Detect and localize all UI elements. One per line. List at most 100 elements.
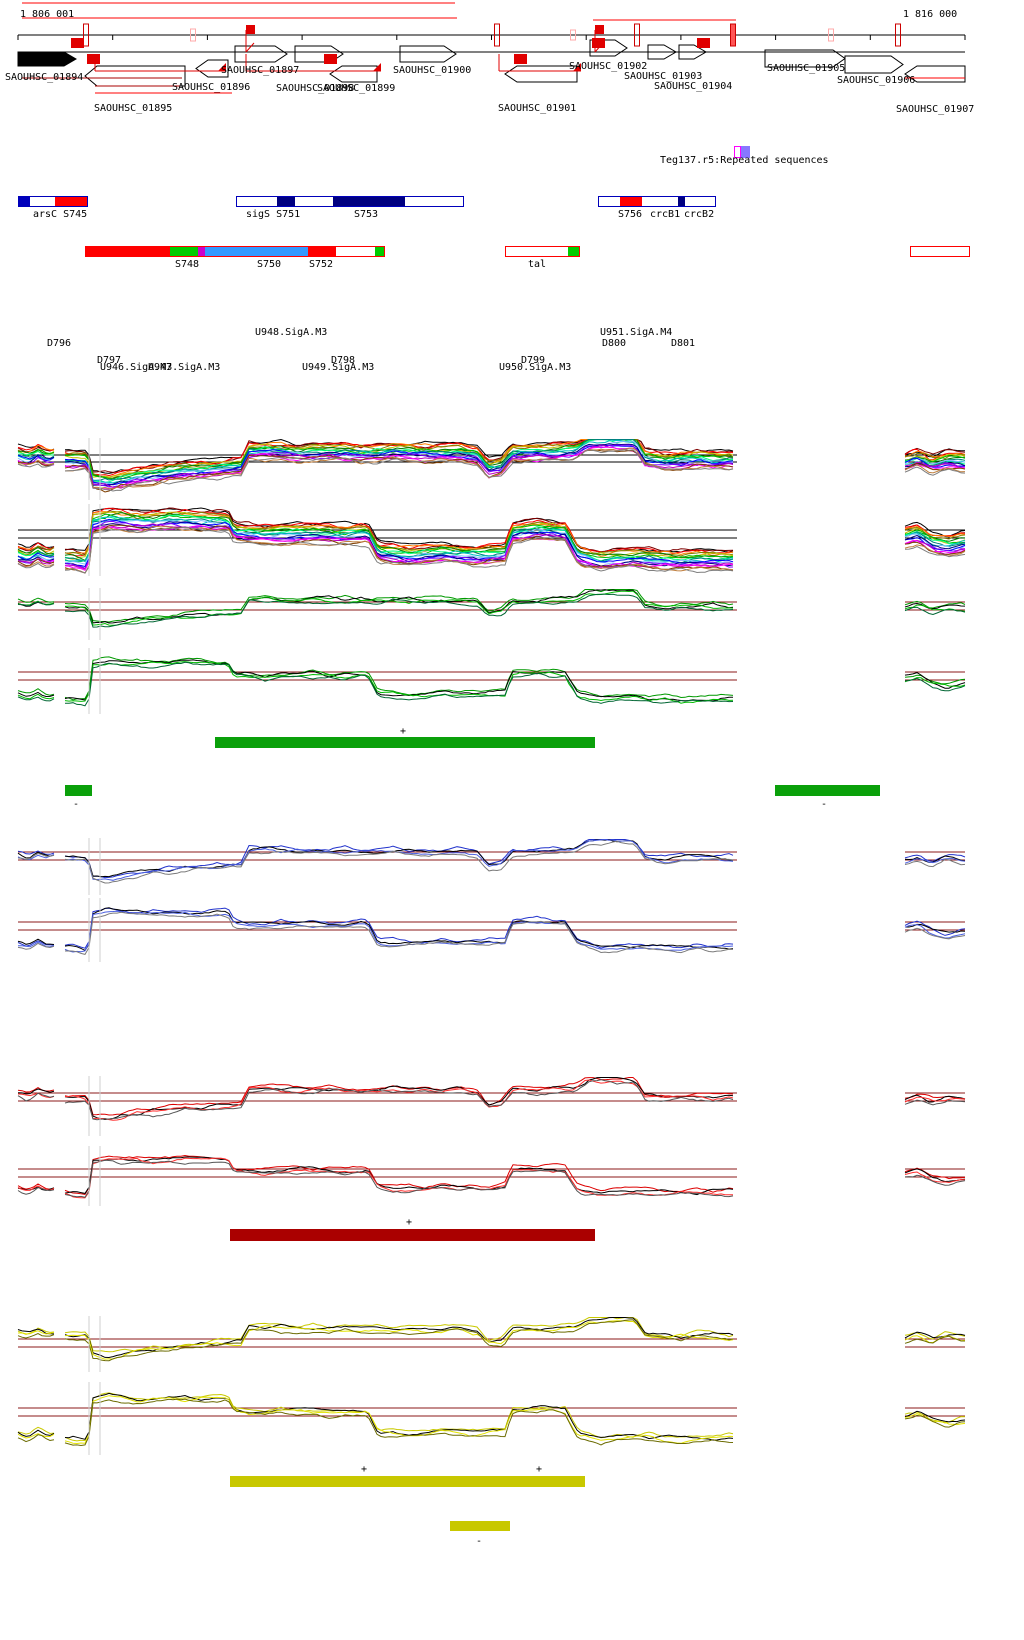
coverage-trace [17, 696, 55, 702]
coverage-trace [64, 449, 734, 492]
coverage-track-yellow-sense[interactable] [0, 1316, 1024, 1372]
gene-SAOUHSC_01896[interactable] [195, 59, 229, 78]
coverage-trace [17, 852, 55, 861]
tss-label: U946.SigA.M3 [100, 362, 173, 373]
repeat-feature[interactable] [734, 146, 741, 158]
tss-box-D799[interactable] [514, 54, 527, 64]
coverage-trace [64, 661, 734, 704]
gene-SAOUHSC_01900[interactable] [399, 45, 457, 63]
repeat-label: Teg137.r5:Repeated sequences [660, 155, 829, 166]
coverage-trace [17, 938, 55, 945]
coverage-trace [17, 562, 55, 569]
coverage-trace [904, 1099, 966, 1106]
coverage-track-green-antisense[interactable] [0, 648, 1024, 714]
coverage-trace [17, 1092, 55, 1099]
strand-bar[interactable] [450, 1521, 510, 1531]
coverage-trace [904, 677, 966, 692]
coverage-trace [64, 656, 734, 701]
strand-bar[interactable] [775, 785, 880, 796]
coverage-trace [64, 661, 734, 707]
transcript-box[interactable] [18, 196, 88, 207]
coverage-trace [904, 521, 966, 537]
tss-label: U951.SigA.M4 [600, 327, 673, 338]
tss-box-D797[interactable] [87, 54, 100, 64]
ruler-feature[interactable] [494, 23, 500, 47]
strand-bar[interactable] [230, 1476, 585, 1487]
ruler-feature[interactable] [730, 23, 736, 47]
coverage-trace [17, 447, 55, 453]
tss-flag-tick [594, 42, 604, 53]
coverage-track-all-conditions-antisense[interactable] [0, 504, 1024, 576]
coverage-trace [17, 1087, 55, 1093]
tss-flag-U950.SigA.M3[interactable] [573, 63, 581, 71]
transcript-box[interactable] [598, 196, 716, 207]
strand-sign: - [821, 799, 828, 810]
tss-box-D796[interactable] [71, 38, 84, 48]
coverage-trace [904, 526, 966, 540]
coverage-track-all-conditions-sense[interactable] [0, 438, 1024, 500]
strand-sign: + [361, 1464, 368, 1475]
coverage-trace [17, 850, 55, 855]
coverage-track-yellow-antisense[interactable] [0, 1382, 1024, 1455]
gene-SAOUHSC_01901[interactable] [504, 65, 578, 83]
gene-label: SAOUHSC_01906 [837, 75, 916, 86]
coverage-trace [64, 521, 734, 570]
ruler-feature[interactable] [895, 23, 901, 47]
tss-flag-U951.SigA.M4[interactable] [595, 25, 604, 34]
coverage-trace [904, 537, 966, 552]
strand-sign: - [476, 1536, 483, 1547]
coverage-track-blue-sense[interactable] [0, 838, 1024, 895]
transcript-segment [170, 247, 198, 256]
gene-label: SAOUHSC_01894 [5, 72, 84, 83]
transcript-box[interactable] [85, 246, 385, 257]
gene-SAOUHSC_01905[interactable] [764, 49, 846, 68]
transcript-box[interactable] [236, 196, 464, 207]
strand-bar[interactable] [215, 737, 595, 748]
tss-box-D800[interactable] [592, 38, 605, 48]
ruler-feature[interactable] [570, 29, 576, 41]
coverage-track-red-antisense[interactable] [0, 1146, 1024, 1206]
transcript-box[interactable] [910, 246, 970, 257]
tss-flag-U949.SigA.M3[interactable] [373, 63, 381, 71]
ruler-feature[interactable] [83, 23, 89, 47]
coverage-trace [17, 550, 55, 557]
gene-SAOUHSC_01899[interactable] [329, 65, 378, 83]
coverage-track-green-sense[interactable] [0, 588, 1024, 640]
transcript-label: crcB1 [650, 209, 681, 220]
coverage-trace [904, 1096, 966, 1103]
gene-label: SAOUHSC_01904 [654, 81, 733, 92]
coverage-trace [904, 462, 966, 471]
coverage-trace [17, 601, 55, 606]
coverage-trace [64, 1077, 734, 1121]
ruler-feature[interactable] [634, 23, 640, 47]
coverage-trace [17, 693, 55, 700]
ruler-feature[interactable] [828, 28, 834, 42]
transcript-label: sigS S751 [246, 209, 301, 220]
tss-box-D798[interactable] [324, 54, 337, 64]
tss-label: D800 [602, 338, 627, 349]
ruler-feature[interactable] [190, 28, 196, 42]
coverage-trace [17, 463, 55, 468]
strand-bar[interactable] [230, 1229, 595, 1241]
gene-label: SAOUHSC_01905 [767, 63, 846, 74]
coverage-trace [17, 1330, 55, 1335]
coverage-trace [17, 561, 55, 568]
coverage-trace [64, 512, 734, 562]
tss-flag-U946.SigA.M3[interactable] [218, 63, 226, 71]
tss-box-D801[interactable] [697, 38, 710, 48]
transcript-box[interactable] [505, 246, 580, 257]
transcript-segment [620, 197, 642, 206]
coverage-track-blue-antisense[interactable] [0, 898, 1024, 962]
strand-bar[interactable] [65, 785, 92, 796]
coverage-trace [64, 839, 734, 879]
coverage-track-red-sense[interactable] [0, 1076, 1024, 1136]
tss-flag-U948.SigA.M3[interactable] [246, 25, 255, 34]
gene-SAOUHSC_01906[interactable] [844, 55, 904, 74]
coverage-trace [17, 1434, 55, 1443]
coverage-trace [64, 440, 734, 485]
coverage-trace [904, 606, 966, 616]
gene-label: SAOUHSC_01899 [317, 83, 396, 94]
coverage-trace [904, 529, 966, 544]
coverage-trace [904, 539, 966, 554]
repeat-feature[interactable] [741, 146, 750, 158]
